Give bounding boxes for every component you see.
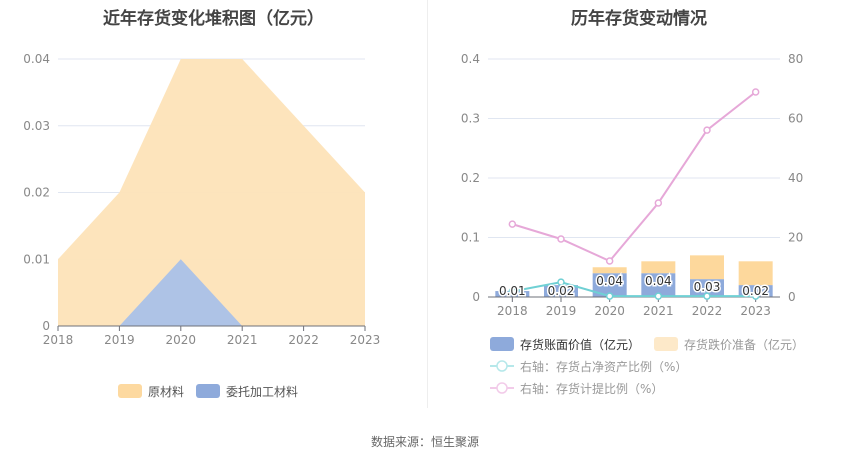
svg-text:2018: 2018 <box>43 333 74 347</box>
legend-item-book-value[interactable]: 存货账面价值（亿元） <box>490 333 640 355</box>
legend-item-net-asset-ratio[interactable]: 右轴：存货占净资产比例（%） <box>490 355 804 377</box>
svg-text:0.04: 0.04 <box>23 52 50 66</box>
svg-text:2023: 2023 <box>350 333 381 347</box>
svg-text:0: 0 <box>42 319 50 333</box>
legend-item-consigned-material[interactable]: 委托加工材料 <box>196 380 298 402</box>
left-chart-title: 近年存货变化堆积图（亿元） <box>103 9 324 29</box>
legend-swatch <box>654 337 679 351</box>
legend-item-impairment[interactable]: 存货跌价准备（亿元） <box>654 333 804 355</box>
left-stacked-area-chart: 0 0.01 0.02 0.03 0.04 2018 2019 2020 2021 2022 202… <box>23 52 381 347</box>
svg-text:2022: 2022 <box>288 333 319 347</box>
legend-swatch <box>118 384 142 398</box>
right-chart-panel: 历年存货变动情况 <box>428 0 850 408</box>
legend-swatch <box>490 337 514 351</box>
left-legend: 原材料 委托加工材料 <box>118 380 298 402</box>
right-legend: 存货账面价值（亿元） 存货跌价准备（亿元） 右轴：存货占净资产比例（%） 右轴：… <box>490 333 804 399</box>
svg-text:2019: 2019 <box>104 333 135 347</box>
right-chart-title: 历年存货变动情况 <box>571 9 707 29</box>
svg-text:0.02: 0.02 <box>23 186 50 200</box>
panel-divider <box>427 0 428 408</box>
legend-line-circle-icon <box>490 382 514 394</box>
legend-swatch <box>196 384 221 398</box>
svg-text:0.03: 0.03 <box>23 119 50 133</box>
legend-item-raw-material[interactable]: 原材料 <box>118 380 184 402</box>
data-source: 数据来源：恒生聚源 <box>370 435 479 449</box>
svg-text:0.01: 0.01 <box>23 252 50 266</box>
svg-text:2020: 2020 <box>166 333 197 347</box>
svg-text:2021: 2021 <box>227 333 258 347</box>
legend-line-circle-icon <box>490 360 514 372</box>
left-chart-panel: 近年存货变化堆积图（亿元） 0 0.01 0.02 0.03 0.04 2018 2019 2… <box>0 0 427 408</box>
legend-item-provision-ratio[interactable]: 右轴：存货计提比例（%） <box>490 377 804 399</box>
